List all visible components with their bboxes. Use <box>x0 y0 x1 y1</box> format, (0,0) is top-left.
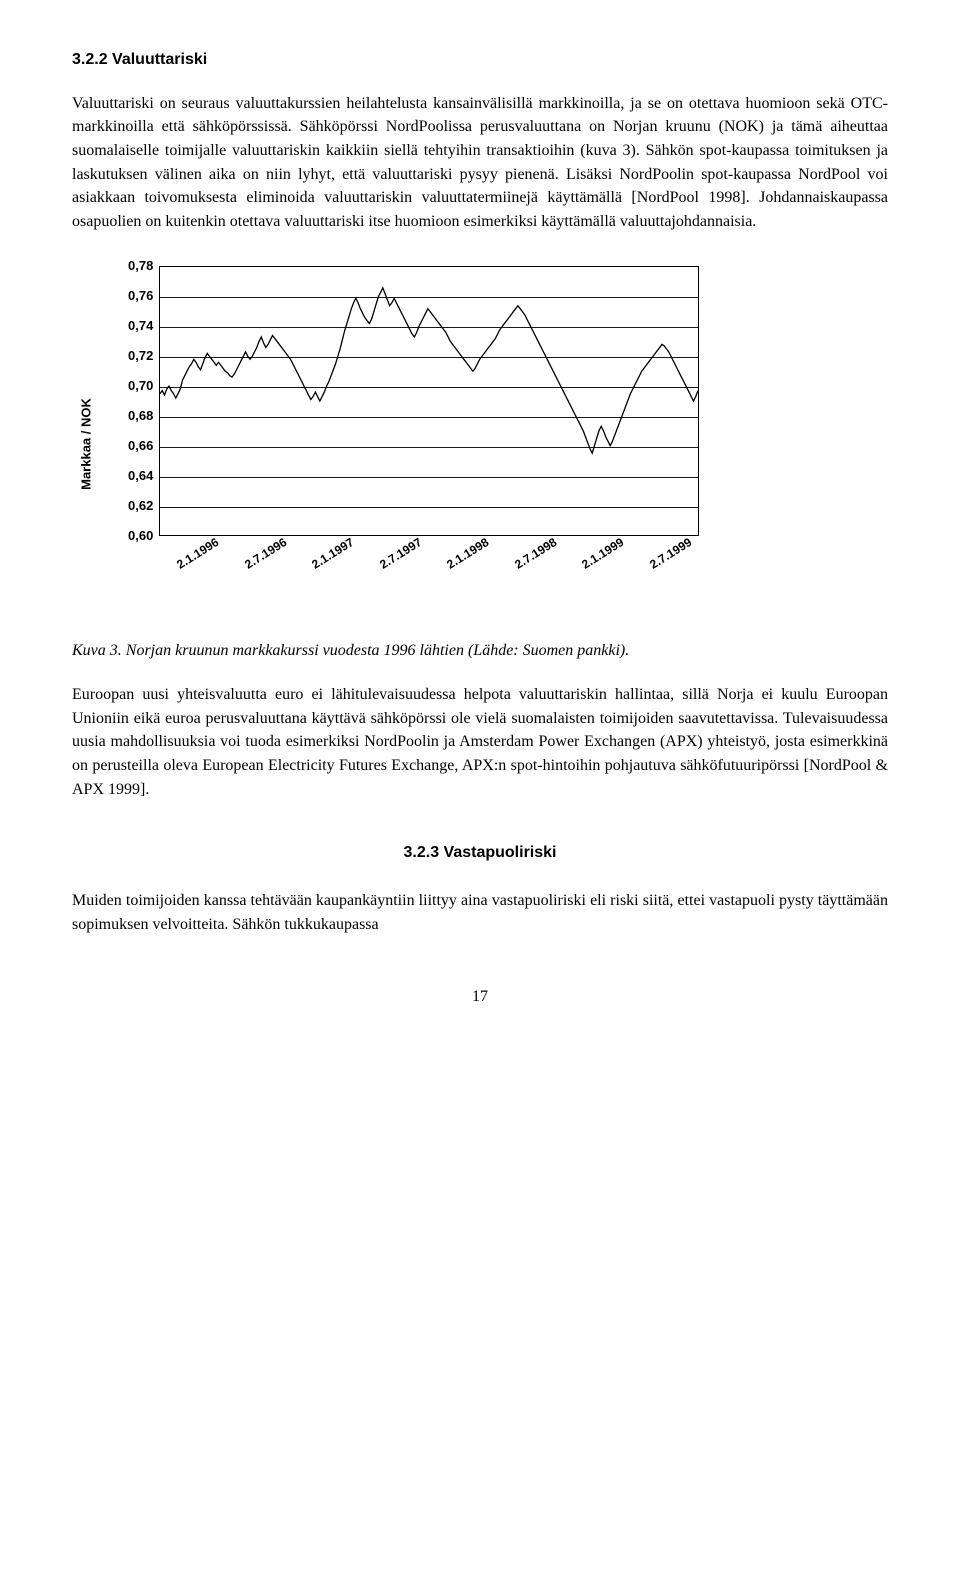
chart-plot-area <box>159 266 699 536</box>
chart-y-tick: 0,66 <box>128 439 153 453</box>
chart-y-tick: 0,60 <box>128 529 153 543</box>
chart-y-tick: 0,74 <box>128 319 153 333</box>
chart-y-tick: 0,62 <box>128 499 153 513</box>
para-323-1: Muiden toimijoiden kanssa tehtävään kaup… <box>72 889 888 936</box>
heading-323: 3.2.3 Vastapuoliriski <box>72 841 888 865</box>
chart-y-tick: 0,78 <box>128 259 153 273</box>
chart-x-ticks: 2.1.19962.7.19962.1.19972.7.19972.1.1998… <box>172 560 712 578</box>
chart-y-tick: 0,72 <box>128 349 153 363</box>
chart-y-label: Markkaa / NOK <box>76 398 95 490</box>
figure-3-chart: Markkaa / NOK 0,780,760,740,720,700,680,… <box>128 266 748 622</box>
chart-y-tick: 0,76 <box>128 289 153 303</box>
figure-3-caption: Kuva 3. Norjan kruunun markkakurssi vuod… <box>72 639 888 663</box>
chart-y-tick: 0,64 <box>128 469 153 483</box>
chart-y-tick: 0,70 <box>128 379 153 393</box>
para-322-1: Valuuttariski on seuraus valuuttakurssie… <box>72 92 888 234</box>
chart-y-ticks: 0,78 0,76 0,74 0,72 0,70 0,68 0,66 0,64 0,62 0,60 <box>128 259 159 543</box>
chart-line-series <box>160 267 698 535</box>
page-number: 17 <box>72 985 888 1009</box>
heading-322: 3.2.2 Valuuttariski <box>72 48 888 72</box>
para-after-fig: Euroopan uusi yhteisvaluutta euro ei läh… <box>72 683 888 801</box>
chart-y-tick: 0,68 <box>128 409 153 423</box>
